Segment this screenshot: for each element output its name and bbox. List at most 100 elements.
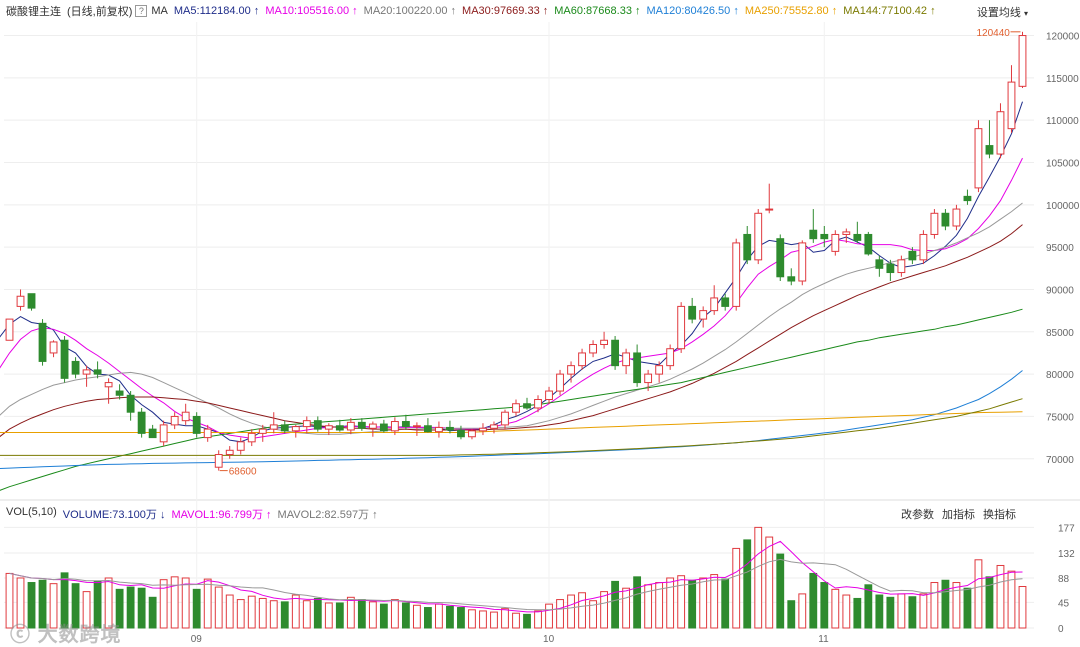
candlestick — [875, 255, 884, 277]
candle-body — [952, 208, 961, 227]
volume-bar — [611, 580, 620, 629]
date-tick-label: 09 — [191, 634, 203, 645]
volume-bar — [831, 588, 840, 629]
candlestick — [247, 429, 256, 447]
candlestick — [137, 407, 146, 438]
volume-bar — [435, 603, 443, 629]
volume-bar — [853, 597, 862, 629]
candlesticks[interactable] — [5, 31, 1027, 471]
volume-bar — [721, 578, 730, 629]
candle-body — [534, 399, 542, 409]
volume-bar — [27, 582, 36, 629]
ma-value-0: MA5:112184.00 ↑ — [173, 5, 260, 17]
candle-body — [435, 426, 443, 433]
candle-body — [313, 420, 322, 430]
candlestick — [170, 412, 179, 430]
volume-value-2: MAVOL2:82.597万 ↑ — [277, 509, 378, 521]
candlestick — [743, 225, 752, 265]
ma-line-ma10 — [0, 157, 1023, 439]
candlestick — [952, 204, 961, 231]
candlestick — [269, 412, 278, 434]
volume-bar — [897, 593, 906, 629]
candlestick — [996, 103, 1005, 159]
ma-value-4: MA60:87668.33 ↑ — [554, 5, 641, 17]
price-tick-label: 110000 — [1046, 116, 1079, 127]
candlestick — [192, 412, 201, 438]
candle-body — [401, 421, 410, 428]
date-tick-label: 10 — [543, 634, 555, 645]
help-icon[interactable]: ? — [135, 5, 148, 17]
candle-body — [600, 339, 608, 345]
candle-body — [963, 195, 972, 202]
candlestick — [280, 420, 289, 434]
switch-indicator-button[interactable]: 换指标 — [983, 509, 1016, 521]
candle-body — [512, 403, 520, 413]
ma-value-5: MA120:80426.50 ↑ — [646, 5, 739, 17]
candle-body — [578, 352, 586, 367]
volume-values: VOLUME:73.100万 ↓ MAVOL1:96.799万 ↑ MAVOL2:8… — [63, 506, 384, 522]
candle-body — [611, 339, 620, 367]
candlestick — [655, 361, 664, 383]
candlestick — [313, 416, 322, 432]
candle-body — [269, 424, 278, 430]
candlestick — [765, 183, 774, 214]
candle-body — [930, 212, 939, 235]
candlestick — [776, 234, 785, 282]
volume-bar — [346, 596, 355, 629]
volume-value-1: MAVOL1:96.799万 ↑ — [171, 509, 272, 521]
volume-bars[interactable] — [5, 526, 1027, 629]
candle-body — [820, 233, 829, 240]
watermark: ⓒ 大数跨境 — [10, 618, 122, 647]
candle-body — [457, 429, 465, 438]
volume-bar — [754, 526, 763, 629]
volume-bar — [214, 586, 223, 629]
volume-bar — [335, 602, 344, 629]
candlestick — [886, 259, 895, 282]
candlestick — [985, 120, 994, 159]
candlestick — [379, 419, 388, 433]
candlestick — [732, 238, 741, 311]
volume-bar — [820, 582, 829, 629]
volume-bar — [886, 596, 895, 629]
volume-bar — [379, 603, 388, 629]
candlestick — [390, 417, 399, 436]
candlestick — [578, 348, 586, 370]
volume-bar — [192, 588, 201, 629]
candle-body — [919, 233, 928, 261]
candle-body — [710, 297, 719, 312]
candlestick — [401, 414, 410, 430]
candlestick — [346, 418, 355, 435]
add-indicator-button[interactable]: 加指标 — [942, 509, 975, 521]
volume-bar — [633, 576, 642, 629]
volume-bar — [302, 600, 311, 629]
candle-body — [545, 390, 553, 401]
candlestick — [60, 336, 69, 383]
ma-settings-button[interactable]: 设置均线 ▾ — [977, 4, 1028, 20]
price-tick-label: 105000 — [1046, 159, 1080, 170]
volume-bar — [357, 599, 366, 629]
ma-values: MA5:112184.00 ↑ MA10:105516.00 ↑ MA20:1002… — [174, 5, 942, 17]
volume-bar — [170, 576, 179, 629]
candlestick — [159, 420, 168, 447]
ma-line-ma5 — [0, 101, 1023, 443]
candle-body — [754, 212, 763, 261]
volume-bar — [930, 582, 939, 629]
candlestick — [457, 425, 465, 440]
price-tick-label: 85000 — [1046, 328, 1074, 339]
volume-tick-label: 132 — [1058, 549, 1075, 560]
candlestick — [368, 421, 377, 437]
candle-body — [71, 360, 80, 375]
candlestick — [203, 424, 212, 442]
volume-indicator-name: VOL(5,10) — [6, 506, 57, 518]
change-params-button[interactable]: 改参数 — [901, 509, 934, 521]
low-price-label: 68600 — [229, 467, 257, 478]
volume-bar — [1007, 570, 1016, 629]
volume-bar — [985, 576, 994, 629]
candlestick — [908, 247, 917, 265]
volume-bar — [732, 547, 741, 629]
axis-labels: 120000 115000 110000 105000 100000 95000 90000… — [191, 31, 1080, 645]
candlestick — [93, 361, 102, 379]
candle-body — [60, 339, 69, 379]
candle-body — [875, 259, 884, 269]
